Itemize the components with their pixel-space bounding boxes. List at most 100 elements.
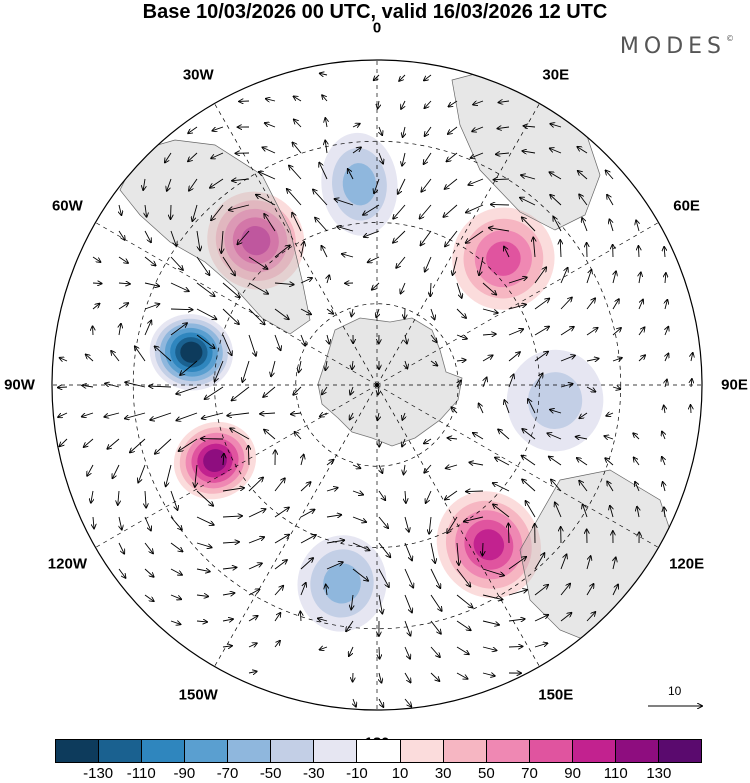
wind-vector: [222, 282, 240, 297]
colorbar-tick-label: 30: [434, 765, 452, 782]
wind-vector: [320, 413, 328, 416]
colorbar-tick-label: -130: [83, 765, 114, 782]
pole-point: [375, 383, 379, 387]
wind-vector: [378, 594, 382, 614]
wind-vector: [327, 334, 329, 344]
wind-vector: [300, 278, 312, 284]
wind-vector: [404, 568, 413, 588]
wind-vector: [638, 355, 645, 362]
anomaly-center: [506, 349, 604, 452]
wind-vector: [525, 501, 536, 518]
wind-vector: [274, 535, 289, 544]
wind-vector: [318, 618, 328, 621]
wind-vector: [262, 147, 276, 154]
anomaly-center: [149, 314, 234, 391]
anomaly-contour: [180, 341, 203, 363]
wind-vector: [260, 413, 276, 414]
wind-vector: [58, 412, 68, 417]
wind-vector: [420, 204, 432, 219]
wind-vector: [60, 358, 68, 361]
wind-vector: [404, 620, 410, 636]
wind-vector: [534, 327, 549, 336]
wind-vector: [663, 482, 665, 492]
wind-vector: [534, 352, 548, 362]
wind-vector: [221, 230, 223, 253]
wind-vector: [170, 621, 180, 624]
wind-vector: [325, 360, 327, 370]
wind-vector: [472, 126, 484, 131]
wind-vector: [320, 647, 328, 650]
wind-vector: [248, 256, 267, 269]
wind-vector: [167, 178, 172, 191]
wind-vector: [84, 438, 94, 447]
wind-vector: [508, 590, 527, 596]
wind-vector: [294, 432, 302, 440]
longitude-label: 60W: [51, 197, 83, 215]
wind-vector: [560, 355, 575, 362]
wind-vector: [111, 351, 120, 362]
wind-vector: [118, 542, 124, 554]
wind-vector: [372, 282, 380, 290]
wind-vector: [446, 465, 458, 468]
colorbar-ticks: -130 -110 -90 -70 -50 -30 -10 10 30 50 70 90 110 130: [55, 765, 702, 783]
wind-vector: [248, 589, 259, 596]
wind-vector: [112, 464, 120, 478]
wind-vector: [560, 584, 570, 596]
wind-vector: [170, 568, 182, 575]
wind-vector: [319, 163, 328, 180]
wind-vector: [497, 127, 510, 129]
wind-vector: [534, 373, 543, 388]
wind-vector: [576, 437, 588, 439]
wind-vector: [266, 99, 276, 101]
anomaly-contour: [323, 563, 361, 604]
wind-vector: [404, 646, 410, 659]
wind-vector: [60, 438, 68, 446]
wind-vector: [447, 516, 458, 533]
wind-vector: [222, 516, 242, 517]
wind-vector: [144, 283, 159, 286]
wind-vector: [363, 204, 380, 215]
wind-vector: [430, 360, 437, 366]
wind-vector: [482, 542, 483, 555]
longitude-label: 120W: [47, 555, 87, 573]
wind-vector: [274, 507, 289, 518]
wind-vector: [353, 698, 356, 707]
colorbar-swatch: [529, 740, 573, 762]
wind-vector: [119, 324, 121, 336]
wind-vector: [555, 502, 562, 518]
wind-vector: [352, 124, 360, 127]
wind-vector: [456, 568, 470, 586]
wind-vector: [533, 237, 535, 258]
wind-vector: [176, 412, 198, 420]
wind-vector: [274, 283, 294, 285]
wind-vector: [237, 230, 250, 244]
wind-vector: [424, 152, 432, 164]
wind-vector: [300, 558, 313, 570]
colorbar-tick-label: 90: [564, 765, 581, 782]
wind-vector: [586, 556, 591, 570]
wind-vector: [638, 300, 643, 310]
wind-vector: [378, 152, 383, 164]
wind-vector: [92, 283, 102, 284]
wind-vector: [378, 100, 379, 108]
wind-vector: [430, 542, 435, 563]
wind-vector: [352, 491, 363, 495]
wind-vector: [521, 175, 536, 180]
wind-vector: [118, 283, 130, 284]
wind-vector: [612, 584, 618, 596]
wind-vector: [144, 542, 153, 553]
wind-vector: [549, 172, 562, 180]
wind-vector: [633, 433, 640, 440]
wind-vector: [300, 535, 316, 544]
wind-vector: [404, 464, 405, 474]
colorbar-tick-label: -110: [126, 765, 156, 782]
wind-vector: [456, 308, 466, 318]
wind-vector: [399, 74, 406, 81]
longitude-label: 0: [372, 19, 382, 36]
wind-vector: [300, 308, 311, 314]
wind-vector: [322, 95, 328, 102]
wind-vector: [494, 179, 510, 180]
anomaly-center: [297, 535, 387, 632]
wind-vector: [144, 256, 156, 266]
wind-vector: [145, 204, 147, 217]
